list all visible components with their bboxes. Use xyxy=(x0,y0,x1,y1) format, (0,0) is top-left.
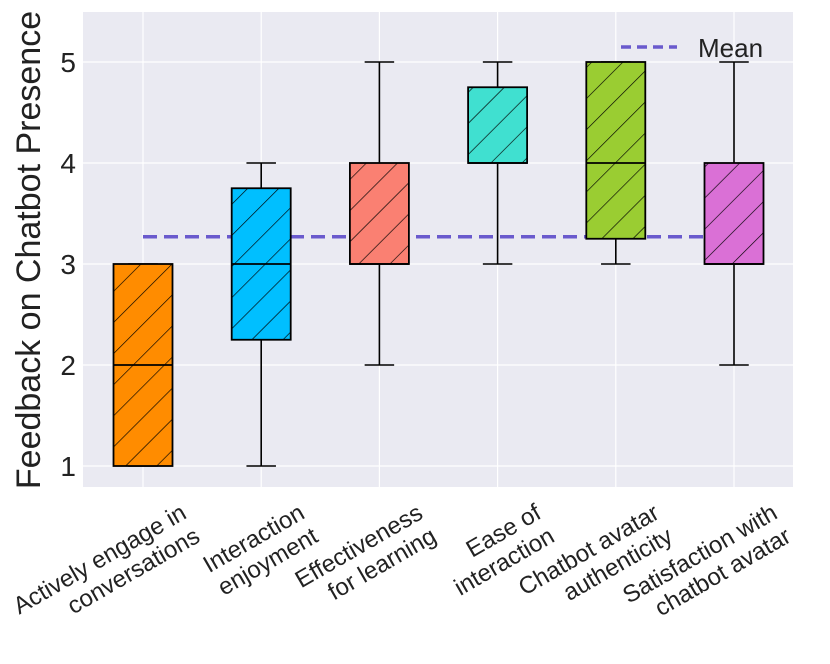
box-outline xyxy=(585,61,647,240)
x-tick-label: Effectivenessfor learning xyxy=(291,499,441,617)
legend: Mean xyxy=(621,33,763,63)
y-tick-labels: 1 2 3 4 5 xyxy=(60,47,76,482)
y-tick-label: 4 xyxy=(60,148,76,179)
box-1 xyxy=(112,263,174,467)
box-5 xyxy=(585,61,647,265)
box-hatch xyxy=(586,62,646,239)
y-tick-label: 5 xyxy=(60,47,76,78)
y-tick-label: 3 xyxy=(60,249,76,280)
y-tick-label: 1 xyxy=(60,451,76,482)
plot-area xyxy=(83,12,793,487)
boxes xyxy=(112,61,765,467)
box-hatch xyxy=(349,163,409,264)
box-2 xyxy=(230,162,292,467)
y-tick-label: 2 xyxy=(60,350,76,381)
box-hatch xyxy=(468,87,528,163)
x-tick-label: Actively engage inconversations xyxy=(9,499,205,643)
y-axis-label: Feedback on Chatbot Presence xyxy=(10,11,48,489)
box-hatch xyxy=(704,163,764,264)
x-tick-labels: Actively engage inconversationsInteracti… xyxy=(9,499,796,643)
legend-mean-label: Mean xyxy=(698,33,763,63)
box-4 xyxy=(467,61,529,265)
box-6 xyxy=(703,61,765,366)
box-3 xyxy=(348,61,410,366)
